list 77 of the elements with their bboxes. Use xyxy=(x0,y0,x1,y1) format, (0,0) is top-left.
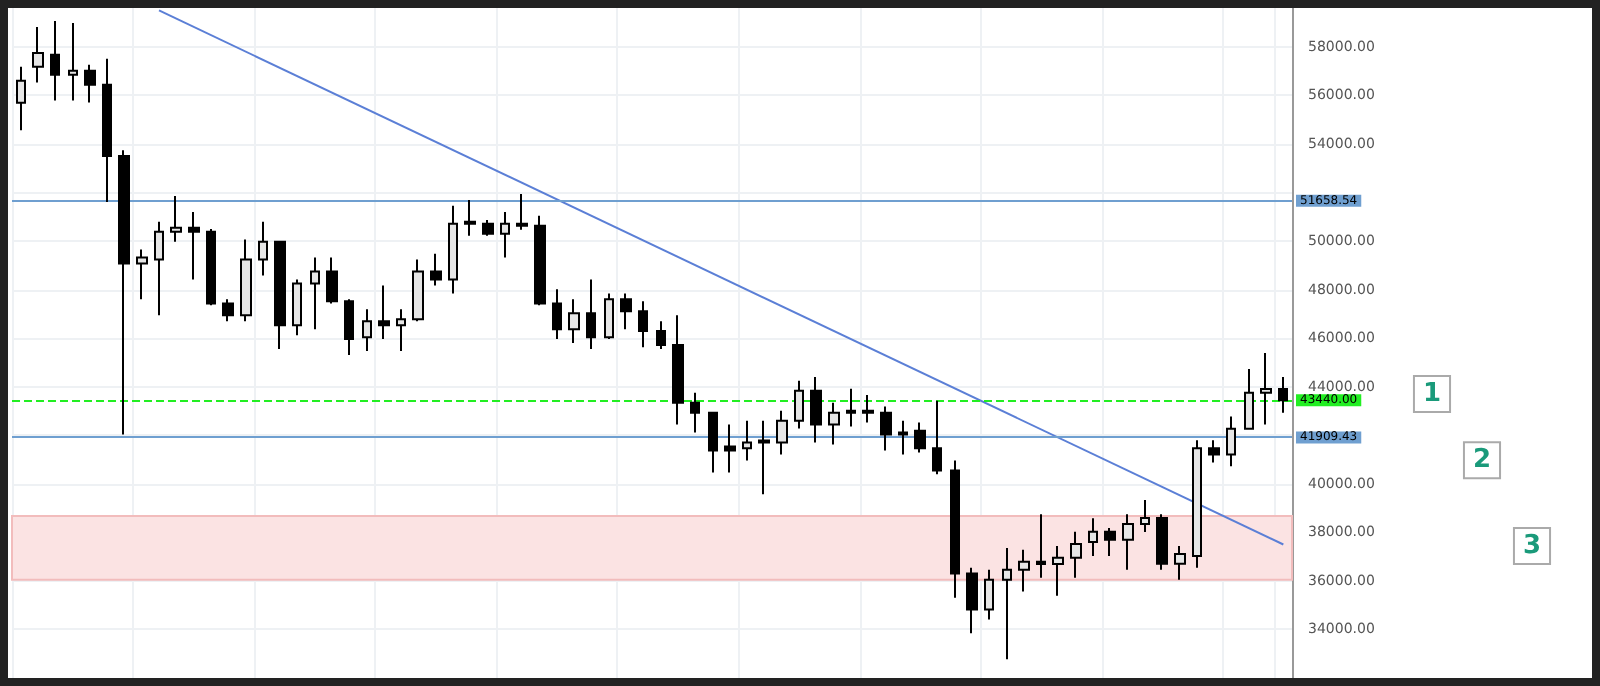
candlestick xyxy=(1260,351,1272,426)
candlestick xyxy=(516,192,528,231)
candlestick xyxy=(1088,517,1098,557)
candlestick xyxy=(656,320,666,351)
candlestick xyxy=(828,401,840,446)
candlestick xyxy=(1070,530,1082,579)
candlestick xyxy=(604,292,614,341)
candlestick xyxy=(984,568,994,621)
candlestick xyxy=(310,256,320,331)
candlestick xyxy=(586,278,596,351)
candlestick xyxy=(344,298,354,356)
candlestick xyxy=(742,419,752,462)
candlestick xyxy=(534,214,546,307)
candlestick xyxy=(240,238,252,323)
text: 1 xyxy=(1422,378,1442,409)
candlestick xyxy=(1052,544,1064,597)
candlestick xyxy=(620,292,632,331)
candlestick xyxy=(1156,513,1168,571)
candlestick xyxy=(118,149,130,436)
candlestick xyxy=(292,278,302,337)
candlestick xyxy=(794,379,804,430)
candlestick xyxy=(810,375,822,444)
candlestick xyxy=(898,419,908,456)
candlestick xyxy=(170,194,182,243)
candlestick xyxy=(1244,367,1254,430)
candlestick xyxy=(258,220,268,277)
text: 3 xyxy=(1522,531,1542,562)
candlestick xyxy=(412,258,424,323)
candlestick xyxy=(724,423,736,474)
candlestick xyxy=(1002,546,1012,661)
candlestick xyxy=(448,204,458,295)
candlestick xyxy=(552,288,562,341)
candlestick xyxy=(362,308,372,353)
candlestick xyxy=(914,421,926,454)
candlestick xyxy=(846,387,856,428)
candlestick xyxy=(880,405,892,452)
candlestick xyxy=(932,399,942,476)
candlestick xyxy=(50,20,60,102)
text: 2 xyxy=(1472,445,1492,476)
candlestick xyxy=(950,459,960,599)
candlestick xyxy=(1104,526,1116,557)
candlestick xyxy=(206,227,216,307)
candlestick xyxy=(500,210,510,259)
candlestick xyxy=(430,252,442,287)
candlestick xyxy=(32,25,44,84)
candlestick xyxy=(188,210,200,281)
candlestick xyxy=(1174,544,1186,581)
candlestick xyxy=(154,220,164,317)
candlestick xyxy=(708,411,718,474)
candlestick xyxy=(16,65,26,132)
candlestick xyxy=(862,393,874,424)
candlestick xyxy=(1018,548,1030,593)
candlestick xyxy=(464,199,476,237)
candlestick xyxy=(1226,415,1236,468)
candlestick xyxy=(274,240,286,351)
candlestick xyxy=(1278,375,1288,414)
candlestick xyxy=(1122,513,1134,571)
candlestick xyxy=(222,298,234,323)
candlestick xyxy=(690,391,700,434)
candlestick xyxy=(672,314,684,426)
candlestick xyxy=(326,256,338,305)
candlestick xyxy=(1036,513,1046,579)
candlestick xyxy=(68,22,78,102)
candlestick xyxy=(1208,439,1220,464)
candlestick xyxy=(1192,439,1202,569)
candlestick xyxy=(966,566,978,635)
candlestick xyxy=(84,63,96,104)
candlestick xyxy=(396,308,406,353)
candlestick xyxy=(638,300,648,349)
candlestick xyxy=(568,298,580,344)
candlestick xyxy=(1140,499,1150,534)
candlestick xyxy=(776,409,788,456)
candlestick xyxy=(758,419,770,496)
candlestick xyxy=(482,218,494,237)
candlestick xyxy=(378,284,390,341)
candlestick xyxy=(136,248,148,301)
candlestick xyxy=(102,57,112,203)
